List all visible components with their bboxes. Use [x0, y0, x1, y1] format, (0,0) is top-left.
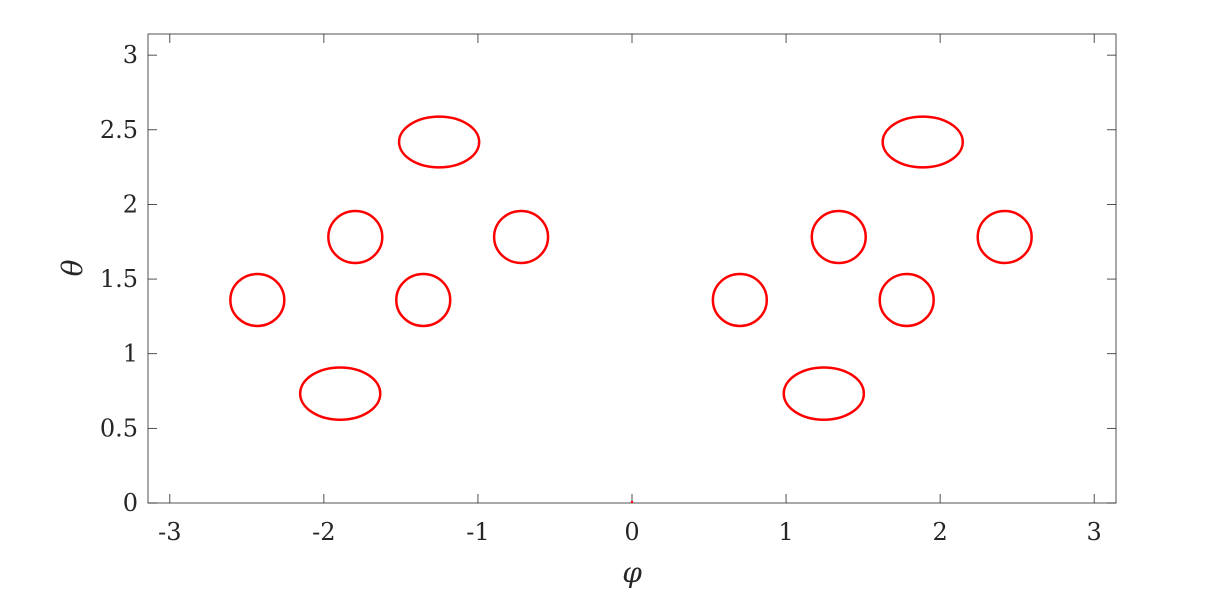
x-tick-label: 0 [624, 518, 639, 546]
x-tick-label: -3 [158, 518, 181, 546]
contour-curve [327, 209, 384, 265]
y-tick-label: 2.5 [100, 116, 138, 144]
plot-area [147, 33, 1117, 504]
y-tick-label: 1.5 [100, 265, 138, 293]
contour-curve [976, 209, 1033, 265]
contour-curve [878, 272, 935, 328]
contour-curve [492, 209, 550, 265]
contour-point [630, 500, 634, 504]
x-tick-label: 3 [1087, 518, 1102, 546]
contour-curve [881, 115, 965, 169]
contour-curve [810, 209, 867, 265]
y-tick-label: 2 [123, 190, 138, 218]
y-axis-label: θ [56, 259, 89, 276]
x-tick-label: -2 [312, 518, 335, 546]
contour-curve [782, 366, 866, 421]
y-tick-label: 1 [123, 340, 138, 368]
contour-curve [229, 272, 286, 328]
x-tick-label: -1 [466, 518, 489, 546]
contour-curve [397, 115, 481, 169]
y-tick-label: 0.5 [100, 414, 138, 442]
x-tick-label: 2 [932, 518, 947, 546]
x-tick-label: 1 [778, 518, 793, 546]
contour-curve [395, 272, 452, 328]
x-axis-label: φ [622, 556, 642, 589]
y-tick-label: 0 [123, 489, 138, 517]
contour-curve [298, 366, 382, 421]
y-tick-label: 3 [123, 41, 138, 69]
contour-curve [711, 272, 769, 328]
